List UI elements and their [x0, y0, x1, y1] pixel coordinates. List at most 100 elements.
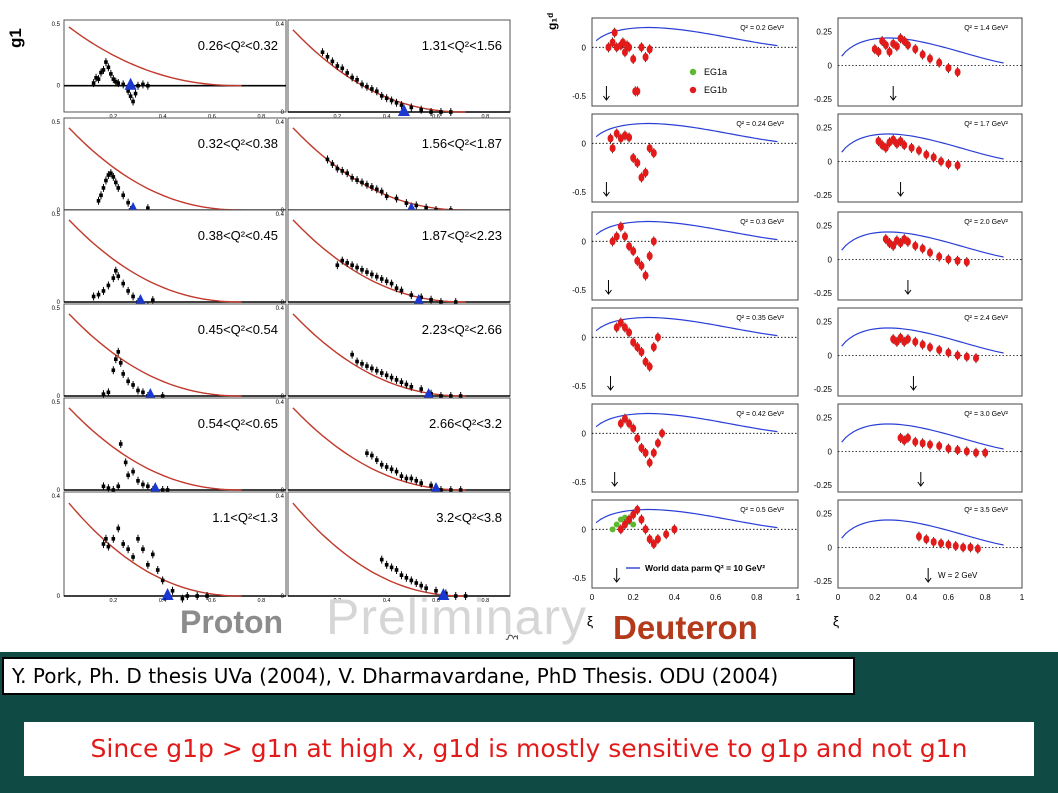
- eg1b-point: [646, 362, 653, 371]
- eg1b-point: [638, 261, 645, 270]
- x-tick-label: 0.8: [258, 114, 266, 120]
- data-point: [111, 175, 116, 179]
- eg1b-point: [882, 143, 889, 152]
- y-tick-label: 0: [57, 84, 61, 90]
- data-point: [434, 589, 438, 593]
- eg1b-point: [638, 348, 645, 356]
- eg1b-point: [654, 535, 661, 544]
- panel-q2-range: 1.87<Q²<2.23: [422, 228, 502, 243]
- panel-q2-label: Q² = 0.35 GeV²: [736, 315, 784, 322]
- data-point: [394, 568, 399, 572]
- data-point: [126, 289, 130, 293]
- y-tick-label: -0.5: [572, 382, 586, 391]
- eg1b-point: [954, 351, 961, 360]
- x-tick-label: 0.8: [482, 598, 490, 604]
- x-tick-label: 1: [1020, 593, 1025, 602]
- eg1b-point: [936, 345, 943, 354]
- x-tick-label: 0: [836, 593, 841, 602]
- y-tick-label: -0.5: [572, 92, 586, 101]
- eg1b-point: [621, 323, 628, 332]
- eg1b-point: [875, 47, 882, 56]
- data-point: [116, 274, 121, 279]
- threshold-triangle: [149, 482, 162, 494]
- y-tick-label: 0.4: [276, 306, 285, 312]
- eg1b-point: [945, 540, 952, 549]
- eg1b-point: [945, 255, 952, 264]
- data-point: [439, 394, 443, 398]
- y-tick-label: 0: [281, 488, 285, 494]
- data-point: [384, 96, 389, 100]
- y-tick-label: -0.5: [572, 574, 586, 583]
- eg1b-point: [650, 448, 657, 457]
- threshold-arrow-head: [910, 385, 917, 391]
- y-tick-label: 0: [281, 594, 285, 600]
- data-point: [160, 578, 165, 583]
- data-point: [91, 294, 96, 299]
- data-point: [414, 203, 419, 208]
- data-point: [449, 110, 453, 114]
- data-point: [101, 542, 106, 546]
- data-point: [340, 169, 345, 173]
- model-curve: [292, 219, 466, 303]
- eg1b-point: [638, 444, 645, 452]
- y-tick-label: 0.4: [276, 120, 285, 126]
- eg1b-point: [642, 448, 649, 457]
- eg1b-point: [923, 535, 930, 544]
- data-point: [370, 87, 374, 91]
- data-point: [419, 295, 423, 300]
- data-point: [375, 274, 379, 279]
- data-point: [355, 78, 359, 82]
- data-point: [360, 362, 364, 366]
- data-point: [96, 77, 101, 81]
- eg1b-point: [893, 42, 900, 51]
- data-point: [340, 258, 345, 263]
- x-tick-label: 0.8: [751, 593, 763, 602]
- data-point: [325, 55, 330, 59]
- data-point: [165, 488, 170, 492]
- eg1b-point: [630, 154, 637, 162]
- data-point: [118, 442, 123, 446]
- eg1b-point: [617, 525, 624, 534]
- data-point: [136, 388, 140, 393]
- y-tick-label: 0.4: [52, 494, 61, 500]
- y-tick-label: 0.5: [52, 306, 61, 312]
- eg1b-point: [634, 256, 641, 265]
- panel-q2-label: Q² = 0.5 GeV²: [740, 507, 784, 514]
- y-tick-label: 0.4: [276, 212, 285, 218]
- y-tick-label: 0: [57, 300, 61, 306]
- proton-panel-frame: [63, 303, 287, 397]
- x-tick-label: 0.2: [334, 114, 342, 120]
- y-tick-label: 0.4: [276, 22, 285, 28]
- threshold-triangle: [422, 388, 435, 400]
- data-point: [375, 89, 379, 94]
- data-point: [106, 283, 111, 288]
- eg1b-point: [650, 343, 657, 352]
- eg1b-point: [912, 241, 919, 250]
- data-point: [141, 390, 145, 395]
- panel-q2-range: 0.45<Q²<0.54: [198, 322, 278, 337]
- data-point: [116, 186, 121, 190]
- data-point: [335, 166, 340, 171]
- data-point: [355, 178, 359, 182]
- eg1b-point: [626, 328, 633, 337]
- data-point: [419, 107, 423, 112]
- data-point: [394, 378, 399, 382]
- threshold-arrow-head: [613, 577, 621, 583]
- proton-panel-frame: [287, 19, 511, 113]
- eg1b-point: [646, 535, 653, 544]
- eg1b-point: [923, 150, 930, 159]
- data-point: [111, 368, 116, 373]
- eg1b-point: [605, 43, 612, 52]
- eg1b-point: [609, 144, 616, 153]
- eg1b-point: [952, 542, 959, 551]
- data-point: [146, 206, 150, 210]
- x-tick-label: 0.2: [110, 598, 118, 604]
- data-point: [375, 187, 379, 192]
- data-point: [375, 368, 379, 373]
- data-point: [99, 70, 103, 75]
- threshold-triangle: [134, 294, 147, 306]
- eg1b-point: [634, 87, 641, 96]
- eg1b-point: [638, 173, 645, 182]
- data-point: [131, 383, 135, 387]
- y-tick-label: -0.5: [572, 188, 586, 197]
